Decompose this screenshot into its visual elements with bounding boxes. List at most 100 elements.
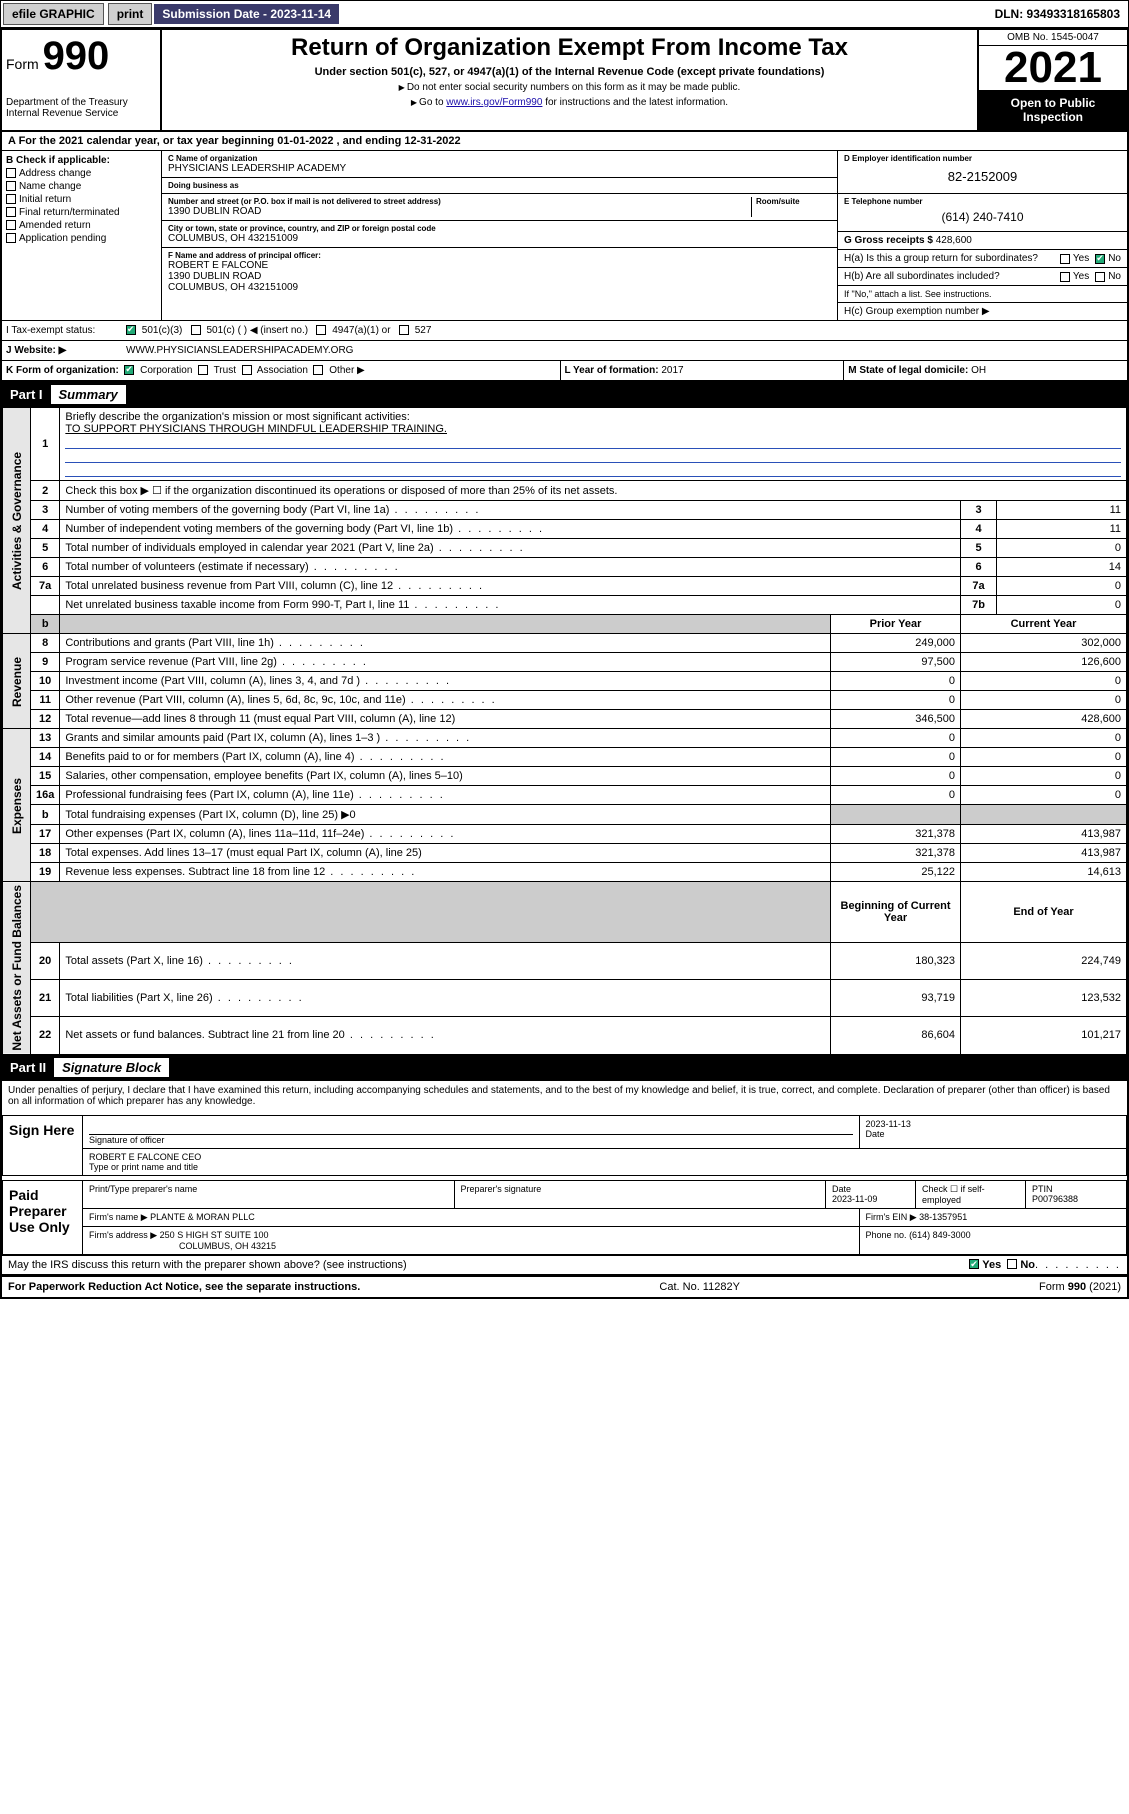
sig-officer-label: Signature of officer <box>89 1135 164 1145</box>
org-name-label: C Name of organization <box>168 154 831 163</box>
row-i-status: I Tax-exempt status: 501(c)(3) 501(c) ( … <box>2 321 1127 341</box>
officer-addr2: COLUMBUS, OH 432151009 <box>168 282 831 293</box>
chk-527[interactable] <box>399 325 409 335</box>
may-irs-no[interactable] <box>1007 1259 1017 1269</box>
header-mid: Return of Organization Exempt From Incom… <box>162 30 977 130</box>
chk-address-change[interactable] <box>6 168 16 178</box>
gov-row: 4Number of independent voting members of… <box>3 520 1127 539</box>
chk-app-pending[interactable] <box>6 233 16 243</box>
print-button[interactable]: print <box>108 3 153 25</box>
phone-value: (614) 849-3000 <box>909 1230 971 1240</box>
tel-value: (614) 240-7410 <box>844 206 1121 228</box>
part-2-header: Part II Signature Block <box>2 1055 1127 1080</box>
hb-note: If "No," attach a list. See instructions… <box>838 286 1127 303</box>
col-d: D Employer identification number 82-2152… <box>837 151 1127 320</box>
chk-final-return[interactable] <box>6 207 16 217</box>
ptin-label: PTIN <box>1032 1184 1053 1194</box>
officer-name: ROBERT E FALCONE <box>168 260 831 271</box>
may-irs-label: May the IRS discuss this return with the… <box>8 1259 969 1271</box>
paid-preparer-label: Paid Preparer Use Only <box>3 1181 83 1254</box>
col-current-hdr: Current Year <box>961 615 1127 634</box>
city-label: City or town, state or province, country… <box>168 224 831 233</box>
may-irs-yes[interactable] <box>969 1259 979 1269</box>
exp-row: 14Benefits paid to or for members (Part … <box>3 748 1127 767</box>
part-1-title: Summary <box>51 385 126 404</box>
submission-date: Submission Date - 2023-11-14 <box>154 4 339 24</box>
form-subtitle-1: Under section 501(c), 527, or 4947(a)(1)… <box>170 66 969 78</box>
chk-corp[interactable] <box>124 365 134 375</box>
col-prior-hdr: Prior Year <box>831 615 961 634</box>
top-bar: efile GRAPHIC print Submission Date - 20… <box>0 0 1129 28</box>
gov-row: Net unrelated business taxable income fr… <box>3 596 1127 615</box>
hb-yes[interactable] <box>1060 272 1070 282</box>
prep-date-label: Date <box>832 1184 851 1194</box>
chk-trust[interactable] <box>198 365 208 375</box>
firm-addr1: 250 S HIGH ST SUITE 100 <box>160 1230 269 1240</box>
goto-prefix: Go to <box>411 97 446 108</box>
rev-row: 11Other revenue (Part VIII, column (A), … <box>3 691 1127 710</box>
side-governance: Activities & Governance <box>3 408 31 634</box>
rev-row: 9Program service revenue (Part VIII, lin… <box>3 653 1127 672</box>
ha-yes[interactable] <box>1060 254 1070 264</box>
prep-self-label: Check ☐ if self-employed <box>916 1181 1026 1208</box>
dln-label: DLN: 93493318165803 <box>987 4 1128 24</box>
chk-name-change[interactable] <box>6 181 16 191</box>
firm-addr-label: Firm's address ▶ <box>89 1230 157 1240</box>
header-right: OMB No. 1545-0047 2021 Open to Public In… <box>977 30 1127 130</box>
header-left: Form 990 Department of the Treasury Inte… <box>2 30 162 130</box>
b-cell: b <box>31 615 60 634</box>
street-address: 1390 DUBLIN ROAD <box>168 206 751 217</box>
perjury-declaration: Under penalties of perjury, I declare th… <box>2 1080 1127 1111</box>
firm-addr2: COLUMBUS, OH 43215 <box>179 1241 276 1251</box>
form-footer: For Paperwork Reduction Act Notice, see … <box>2 1275 1127 1297</box>
chk-initial-return[interactable] <box>6 194 16 204</box>
rev-row: 12Total revenue—add lines 8 through 11 (… <box>3 710 1127 729</box>
open-inspection: Open to Public Inspection <box>979 90 1127 130</box>
firm-name-label: Firm's name ▶ <box>89 1212 148 1222</box>
exp-row: 15Salaries, other compensation, employee… <box>3 767 1127 786</box>
q1-label: Briefly describe the organization's miss… <box>65 411 409 423</box>
form-header: Form 990 Department of the Treasury Inte… <box>2 30 1127 132</box>
ha-no[interactable] <box>1095 254 1105 264</box>
officer-name-label: Type or print name and title <box>89 1162 198 1172</box>
officer-printed-name: ROBERT E FALCONE CEO <box>89 1152 1120 1162</box>
tax-year: 2021 <box>979 46 1127 90</box>
col-end-hdr: End of Year <box>961 882 1127 943</box>
chk-other[interactable] <box>313 365 323 375</box>
chk-501c[interactable] <box>191 325 201 335</box>
gov-row: 7aTotal unrelated business revenue from … <box>3 577 1127 596</box>
section-bcd: B Check if applicable: Address change Na… <box>2 151 1127 321</box>
hb-label: H(b) Are all subordinates included? <box>844 271 1060 282</box>
exp-row: bTotal fundraising expenses (Part IX, co… <box>3 805 1127 825</box>
col-b-checkboxes: B Check if applicable: Address change Na… <box>2 151 162 320</box>
cat-number: Cat. No. 11282Y <box>659 1281 740 1293</box>
sign-here-block: Sign Here Signature of officer 2023-11-1… <box>2 1115 1127 1176</box>
status-i-label: I Tax-exempt status: <box>2 321 122 340</box>
efile-label: efile GRAPHIC <box>3 3 104 25</box>
officer-addr1: 1390 DUBLIN ROAD <box>168 271 831 282</box>
ein-label: D Employer identification number <box>844 154 1121 163</box>
chk-amended[interactable] <box>6 220 16 230</box>
sig-date-value: 2023-11-13 <box>866 1119 1121 1129</box>
gov-row: 3Number of voting members of the governi… <box>3 501 1127 520</box>
pra-notice: For Paperwork Reduction Act Notice, see … <box>8 1281 360 1293</box>
m-value: OH <box>971 365 986 376</box>
form-990: Form 990 Department of the Treasury Inte… <box>0 28 1129 1299</box>
net-row: 21Total liabilities (Part X, line 26)93,… <box>3 980 1127 1017</box>
form-ref: Form 990 (2021) <box>1039 1281 1121 1293</box>
dba-label: Doing business as <box>168 181 831 190</box>
irs-label: Internal Revenue Service <box>6 108 156 119</box>
chk-4947[interactable] <box>316 325 326 335</box>
hb-no[interactable] <box>1095 272 1105 282</box>
hdr-blank <box>60 615 831 634</box>
irs-link[interactable]: www.irs.gov/Form990 <box>446 97 542 108</box>
chk-assoc[interactable] <box>242 365 252 375</box>
net-row: 22Net assets or fund balances. Subtract … <box>3 1017 1127 1054</box>
chk-501c3[interactable] <box>126 325 136 335</box>
ptin-value: P00796388 <box>1032 1194 1078 1204</box>
hc-label: H(c) Group exemption number ▶ <box>838 303 1127 320</box>
k-label: K Form of organization: <box>6 365 119 376</box>
exp-row: 17Other expenses (Part IX, column (A), l… <box>3 825 1127 844</box>
exp-row: 18Total expenses. Add lines 13–17 (must … <box>3 844 1127 863</box>
prep-name-label: Print/Type preparer's name <box>83 1181 455 1208</box>
